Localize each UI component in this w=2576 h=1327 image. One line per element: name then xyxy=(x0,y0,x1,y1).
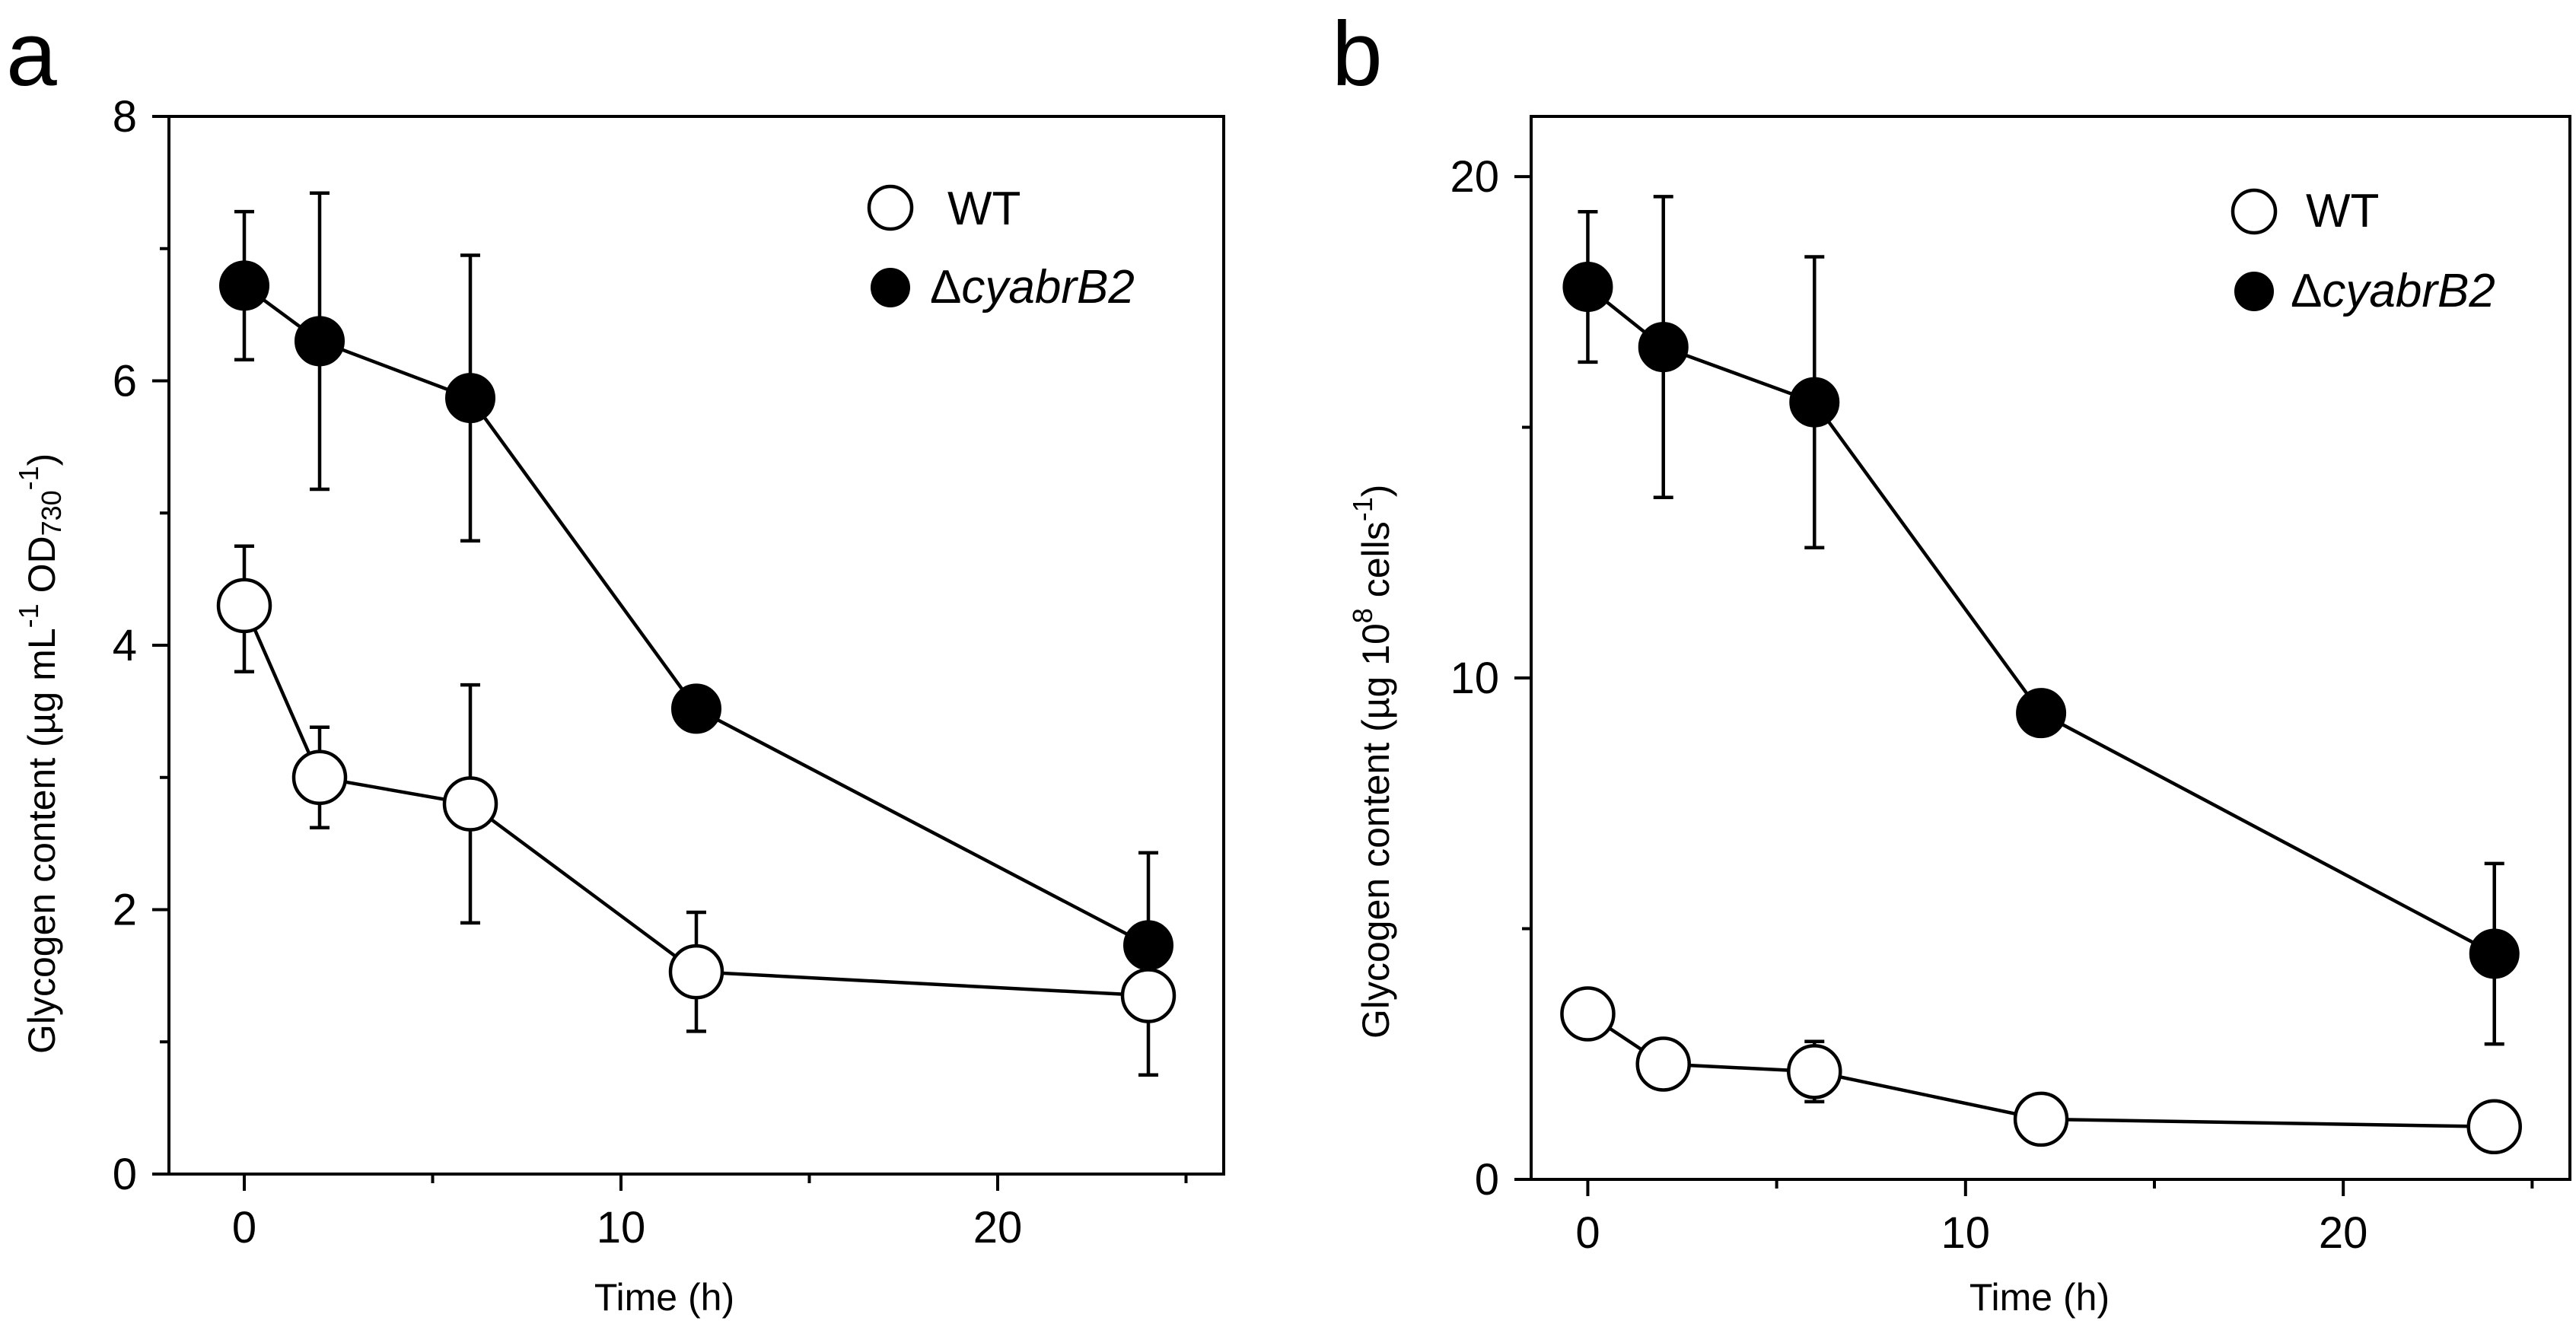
panel-b-legend-wt-marker xyxy=(2231,188,2278,235)
y-tick-label: 6 xyxy=(113,357,137,406)
wt-data-point xyxy=(1635,1036,1691,1092)
panel-b-ylabel-sup2: -1 xyxy=(1347,497,1378,521)
panel-b-ylabel-mid: cells xyxy=(1355,521,1397,608)
mutant-data-point xyxy=(1123,920,1173,971)
mutant-data-point xyxy=(1638,322,1689,373)
x-tick-label: 10 xyxy=(1941,1208,1991,1258)
panel-a-ylabel-sub: 730 xyxy=(36,490,67,536)
mutant-data-point xyxy=(671,683,721,734)
mutant-series-line xyxy=(1587,285,2495,956)
panel-a-legend-mutant-prefix: Δ xyxy=(930,261,961,313)
wt-data-point xyxy=(216,578,272,634)
panel-b-ylabel-sup1: 8 xyxy=(1347,608,1378,623)
panel-a-legend-mutant-label: ΔcyabrB2 xyxy=(930,261,1135,313)
mutant-data-point xyxy=(1562,262,1613,313)
panel-a-legend-mutant-name: cyabrB2 xyxy=(961,261,1134,313)
panel-a-legend-wt-marker xyxy=(867,184,914,231)
panel-a-ylabel-end: ) xyxy=(21,453,63,466)
panel-a-error-bars xyxy=(234,191,1158,1077)
x-tick-label: 20 xyxy=(973,1203,1023,1252)
mutant-data-point xyxy=(295,316,345,367)
x-tick-label: 0 xyxy=(232,1203,256,1252)
panel-b-legend-mutant-name: cyabrB2 xyxy=(2322,265,2495,317)
panel-a-legend: WT ΔcyabrB2 xyxy=(867,183,1135,313)
panel-b: b 0 10 20 0 10 20 Glycogen content (µg 108 ce… xyxy=(1332,3,2571,1319)
mutant-data-point xyxy=(219,260,269,311)
panel-a-ylabel-sup1: -1 xyxy=(13,603,44,628)
panel-b-legend-mutant-label: ΔcyabrB2 xyxy=(2291,265,2495,317)
panel-b-legend: WT ΔcyabrB2 xyxy=(2231,185,2495,317)
panel-a-series-lines xyxy=(242,284,1150,998)
x-tick-label: 10 xyxy=(597,1203,646,1252)
panel-a-ylabel-main: Glycogen content (µg mL xyxy=(21,628,63,1054)
panel-a-legend-wt-label: WT xyxy=(947,183,1021,235)
panel-b-ticks: 0 10 20 0 10 20 xyxy=(1450,152,2534,1258)
y-tick-label: 0 xyxy=(113,1150,137,1199)
panel-b-error-bars xyxy=(1578,195,2504,1104)
wt-data-point xyxy=(1560,986,1616,1042)
panel-b-ylabel-main: Glycogen content (µg 10 xyxy=(1355,623,1397,1039)
wt-data-point xyxy=(291,749,348,805)
panel-a-ylabel-mid: OD xyxy=(21,536,63,603)
y-tick-label: 20 xyxy=(1450,152,1499,202)
panel-b-legend-wt-label: WT xyxy=(2306,185,2379,237)
panel-b-ylabel-end: ) xyxy=(1355,485,1397,498)
x-tick-label: 20 xyxy=(2319,1208,2368,1258)
panel-b-x-axis-title: Time (h) xyxy=(1969,1276,2110,1319)
wt-data-point xyxy=(442,776,498,832)
panel-b-legend-mutant-prefix: Δ xyxy=(2291,265,2322,317)
panel-a-ylabel-sup2: -1 xyxy=(13,466,44,490)
wt-data-point xyxy=(668,944,724,1000)
panel-b-letter: b xyxy=(1332,3,1383,105)
y-tick-label: 0 xyxy=(1475,1155,1499,1204)
mutant-data-point xyxy=(2469,928,2520,979)
wt-data-point xyxy=(1120,968,1177,1023)
panel-a-letter: a xyxy=(6,3,57,105)
panel-b-points xyxy=(1560,262,2522,1155)
panel-a-x-axis-title: Time (h) xyxy=(594,1276,734,1319)
mutant-series-line xyxy=(243,284,1150,947)
y-tick-label: 2 xyxy=(113,886,137,935)
panel-a-ticks: 0 10 20 0 2 4 6 8 xyxy=(113,92,1188,1252)
y-tick-label: 4 xyxy=(113,621,137,670)
panel-b-y-axis-title: Glycogen content (µg 108 cells-1) xyxy=(1347,485,1397,1039)
wt-data-point xyxy=(2013,1091,2069,1147)
panel-a-y-axis-title: Glycogen content (µg mL-1 OD730-1) xyxy=(13,453,67,1054)
mutant-data-point xyxy=(445,373,495,424)
mutant-data-point xyxy=(1789,377,1840,428)
panel-a-legend-mutant-marker xyxy=(871,268,910,307)
panel-b-legend-mutant-marker xyxy=(2234,272,2274,311)
panel-a-points xyxy=(216,260,1177,1023)
wt-data-point xyxy=(2466,1099,2522,1155)
y-tick-label: 8 xyxy=(113,92,137,142)
mutant-data-point xyxy=(2016,688,2067,739)
x-tick-label: 0 xyxy=(1575,1208,1600,1258)
panel-b-plot-frame xyxy=(1530,115,2571,1181)
wt-data-point xyxy=(1787,1044,1842,1099)
y-tick-label: 10 xyxy=(1450,654,1499,703)
